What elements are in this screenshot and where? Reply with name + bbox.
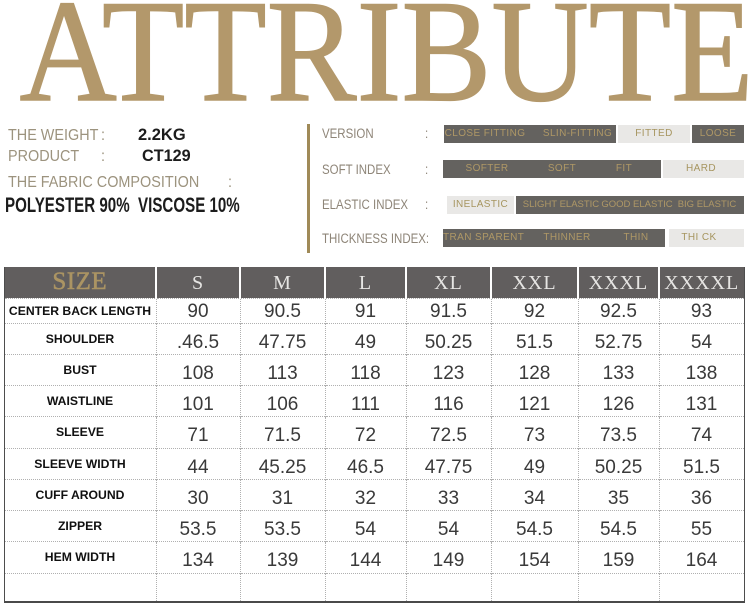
svg-text:ATTRIBUTE: ATTRIBUTE <box>20 0 750 132</box>
